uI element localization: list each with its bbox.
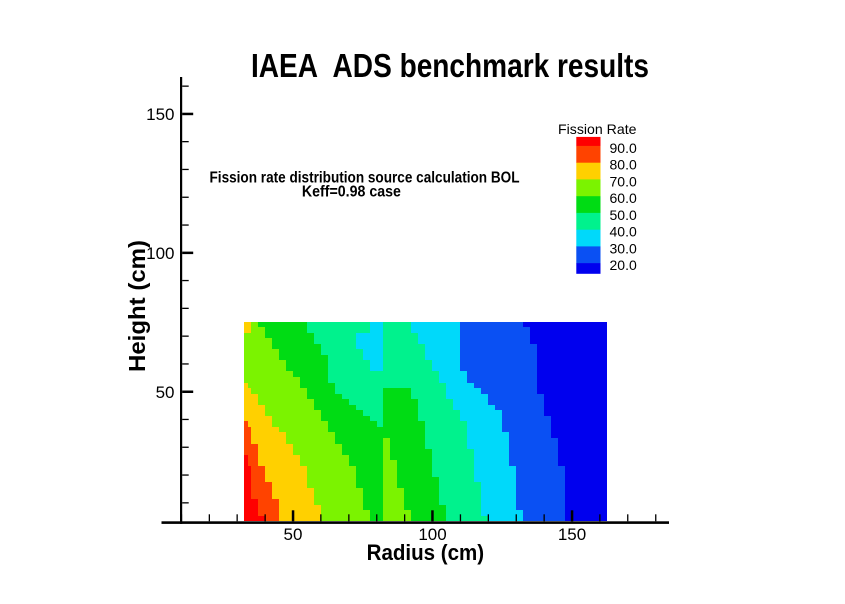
svg-text:Radius (cm): Radius (cm) (367, 540, 485, 565)
svg-text:20.0: 20.0 (610, 257, 637, 273)
svg-text:70.0: 70.0 (610, 173, 637, 189)
svg-text:Fission Rate: Fission Rate (558, 121, 637, 137)
svg-text:50: 50 (156, 383, 175, 402)
svg-text:Fission rate distribution sour: Fission rate distribution source calcula… (210, 169, 520, 186)
svg-text:100: 100 (146, 244, 174, 263)
svg-text:40.0: 40.0 (610, 224, 637, 240)
svg-text:150: 150 (146, 105, 174, 124)
svg-text:60.0: 60.0 (610, 190, 637, 206)
svg-text:50: 50 (284, 525, 303, 544)
svg-text:150: 150 (558, 525, 586, 544)
svg-text:Height (cm): Height (cm) (124, 240, 150, 372)
svg-text:50.0: 50.0 (610, 207, 637, 223)
svg-text:90.0: 90.0 (610, 140, 637, 156)
svg-text:Keff=0.98 case: Keff=0.98 case (302, 184, 401, 201)
svg-text:100: 100 (418, 525, 446, 544)
svg-text:80.0: 80.0 (610, 157, 637, 173)
svg-text:30.0: 30.0 (610, 240, 637, 256)
svg-text:IAEA ADS benchmark results: IAEA ADS benchmark results (251, 47, 649, 84)
